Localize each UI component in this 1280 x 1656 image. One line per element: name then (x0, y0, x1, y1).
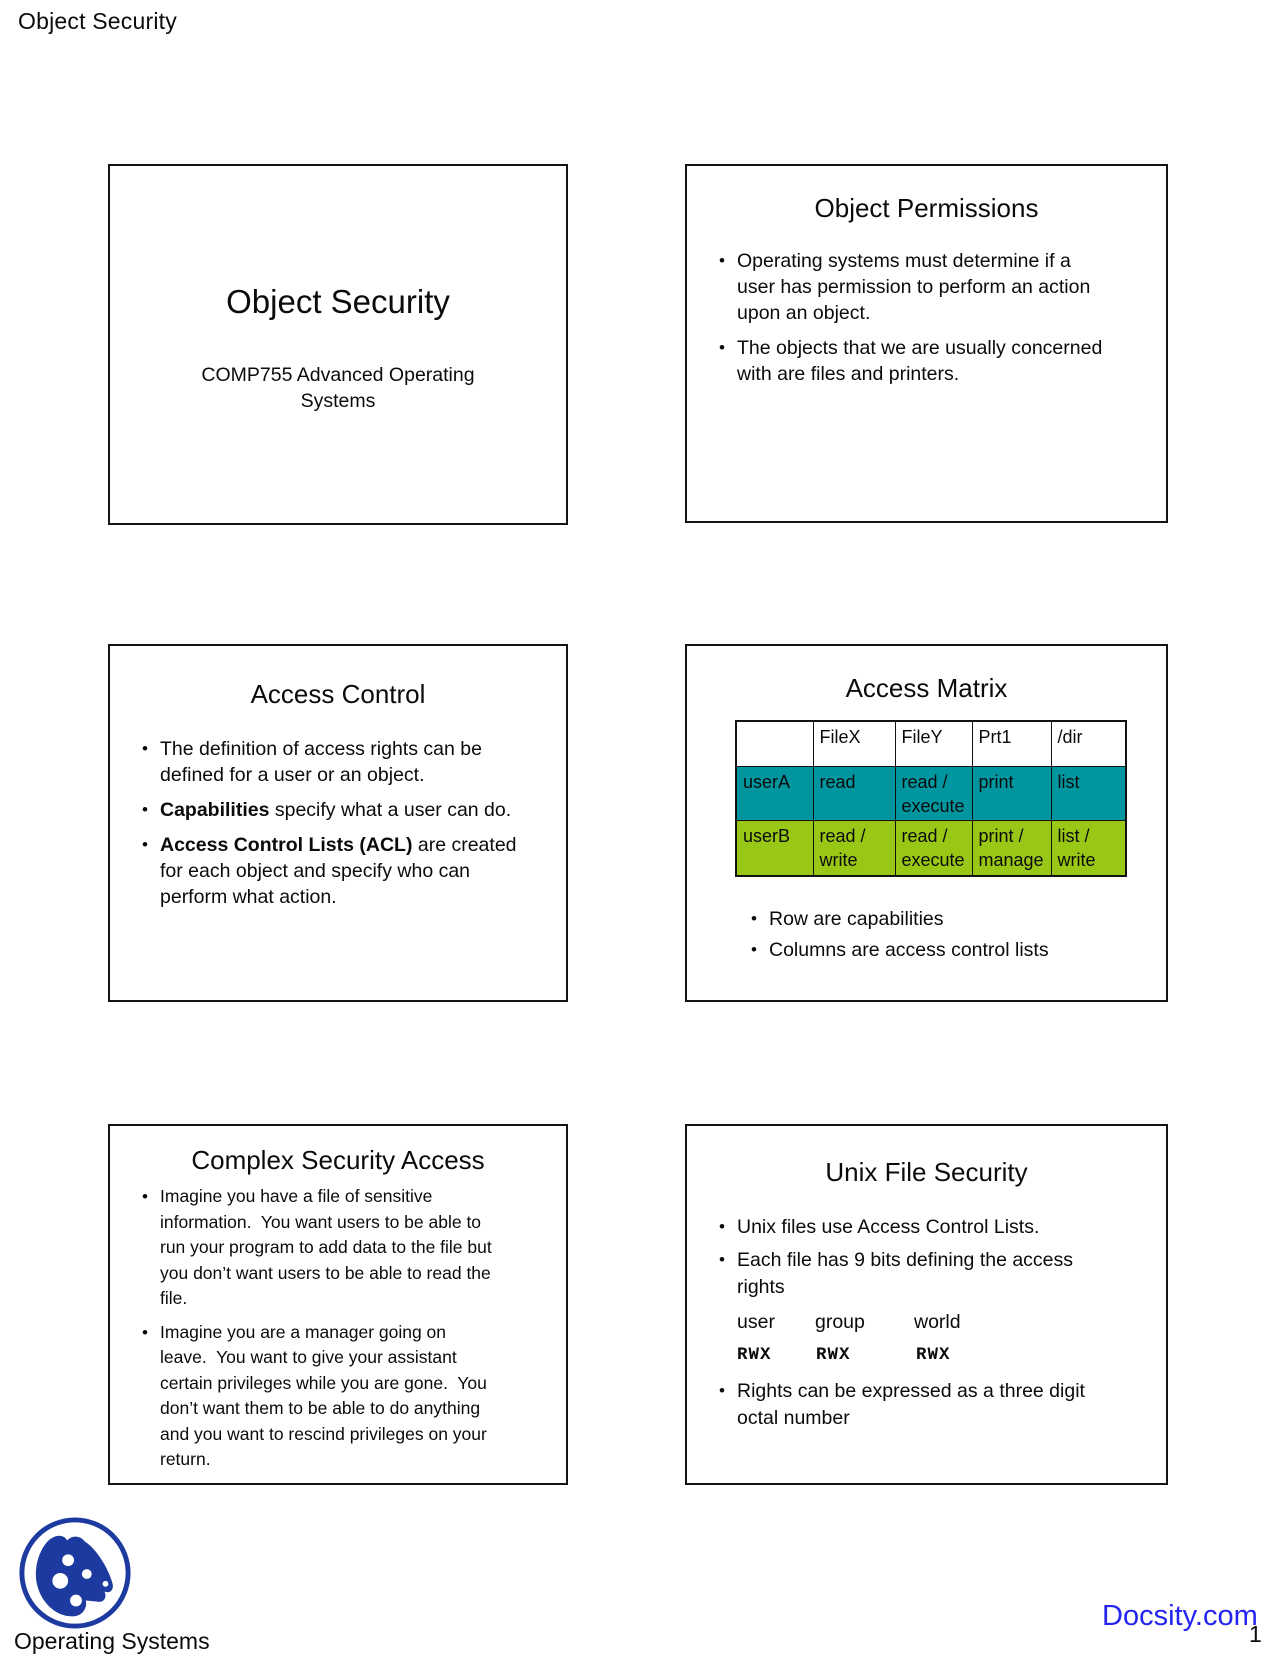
slide3-bullets: The definition of access rights can be d… (142, 736, 556, 910)
table-cell: print (971, 765, 1052, 821)
table-header-row: FileX FileY Prt1 /dir (735, 720, 1127, 767)
table-cell: read (812, 765, 896, 821)
table-cell: list / write (1050, 819, 1127, 877)
slide2-title: Object Permissions (814, 193, 1039, 223)
acl-col-user: user (737, 1311, 775, 1333)
slide1-title: Object Security (226, 283, 450, 320)
bullet-item: Access Control Lists (ACL) are created f… (142, 832, 556, 910)
page-number: 1 (1249, 1621, 1262, 1647)
slide6-bullets-after: Rights can be expressed as a three digit… (719, 1378, 1156, 1432)
bullet-item: Each file has 9 bits defining the access… (719, 1247, 1156, 1301)
table-header-cell: FileY (894, 720, 973, 767)
table-header-cell (735, 720, 814, 767)
acl-column-labels: user group world (737, 1311, 1166, 1334)
rwx-user: RWX (737, 1345, 772, 1365)
slide4-bullets: Row are capabilities Columns are access … (751, 906, 1146, 968)
table-cell: print / manage (971, 819, 1052, 877)
slide2-bullets: Operating systems must determine if a us… (719, 248, 1156, 387)
bullet-item: Imagine you are a manager going on leave… (142, 1320, 556, 1473)
logo-ring (19, 1517, 131, 1629)
row-label-cell: userB (735, 819, 814, 877)
slide-unix-file-security: Unix File Security Unix files use Access… (685, 1124, 1168, 1485)
slide5-title: Complex Security Access (191, 1145, 485, 1175)
bullet-item: The definition of access rights can be d… (142, 736, 556, 788)
page-header-title: Object Security (18, 8, 177, 34)
slide6-bullets: Unix files use Access Control Lists. Eac… (719, 1214, 1156, 1301)
slide4-title: Access Matrix (845, 673, 1008, 703)
acl-col-world: world (914, 1311, 961, 1333)
slide6-title: Unix File Security (825, 1157, 1028, 1187)
table-header-cell: /dir (1050, 720, 1127, 767)
logo-blob (35, 1535, 113, 1617)
table-cell: read / execute (894, 765, 973, 821)
table-cell: read / execute (894, 819, 973, 877)
bullet-item: Unix files use Access Control Lists. (719, 1214, 1156, 1241)
slide-access-control: Access Control The definition of access … (108, 644, 568, 1002)
docsity-watermark-link[interactable]: Docsity.com (1102, 1600, 1258, 1632)
row-label-cell: userA (735, 765, 814, 821)
slide5-bullets: Imagine you have a file of sensitive inf… (142, 1184, 556, 1473)
acl-permission-bits: RWX RWX RWX (737, 1345, 1166, 1365)
table-cell: read / write (812, 819, 896, 877)
footer-brand-label: Operating Systems (14, 1628, 210, 1654)
slide3-title: Access Control (250, 679, 426, 709)
bullet-item: Rights can be expressed as a three digit… (719, 1378, 1156, 1432)
acl-col-group: group (815, 1311, 865, 1333)
table-cell: list (1050, 765, 1127, 821)
table-row-userA: userA read read / execute print list (735, 765, 1127, 821)
slide1-subtitle: COMP755 Advanced Operating Systems (201, 364, 475, 412)
table-header-cell: FileX (812, 720, 896, 767)
slide-object-permissions: Object Permissions Operating systems mus… (685, 164, 1168, 523)
slide-complex-security-access: Complex Security Access Imagine you have… (108, 1124, 568, 1485)
bullet-item: Row are capabilities (751, 906, 1146, 932)
table-header-cell: Prt1 (971, 720, 1052, 767)
table-row-userB: userB read / write read / execute print … (735, 819, 1127, 877)
slide-access-matrix: Access Matrix FileX FileY Prt1 /dir user… (685, 644, 1168, 1002)
access-matrix-table: FileX FileY Prt1 /dir userA read read / … (735, 720, 1127, 877)
operating-systems-logo-icon (19, 1517, 131, 1629)
bullet-item: Capabilities specify what a user can do. (142, 797, 556, 823)
rwx-world: RWX (916, 1345, 951, 1365)
slide-title: Object Security COMP755 Advanced Operati… (108, 164, 568, 525)
bullet-item: Columns are access control lists (751, 937, 1146, 963)
bullet-item: Imagine you have a file of sensitive inf… (142, 1184, 556, 1312)
rwx-group: RWX (816, 1345, 851, 1365)
bullet-item: The objects that we are usually concerne… (719, 335, 1156, 387)
bullet-item: Operating systems must determine if a us… (719, 248, 1156, 326)
